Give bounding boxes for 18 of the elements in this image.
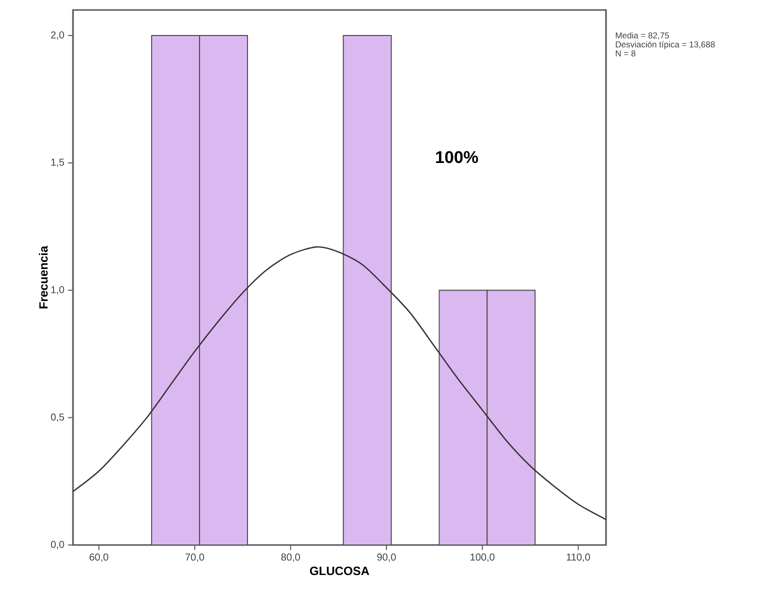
x-tick-label: 100,0 — [470, 554, 494, 562]
annotation: 100% — [436, 151, 478, 164]
y-tick-label: 0,0 — [50, 540, 64, 550]
text: Media = 82,75 — [616, 32, 669, 40]
y-tick-label: 2,0 — [51, 31, 64, 40]
text: N = 8 — [616, 50, 636, 56]
x-tick-label: 110,0 — [566, 554, 590, 562]
x-axis-title: GLUCOSA — [310, 566, 370, 576]
text: Desviación típica = 13,688 — [616, 41, 715, 50]
y-tick-label: 1,5 — [51, 158, 64, 167]
x-tick-label: 80,0 — [281, 554, 300, 562]
x-tick-label: 70,0 — [186, 554, 204, 562]
y-tick-label: 1,0 — [51, 286, 64, 294]
x-tick-label: 60,0 — [90, 554, 108, 562]
y-tick-label: 0,5 — [50, 413, 64, 422]
line-series — [73, 246, 606, 520]
y-axis-title: Frecuencia — [38, 246, 48, 308]
x-tick-label: 90,0 — [377, 554, 396, 562]
